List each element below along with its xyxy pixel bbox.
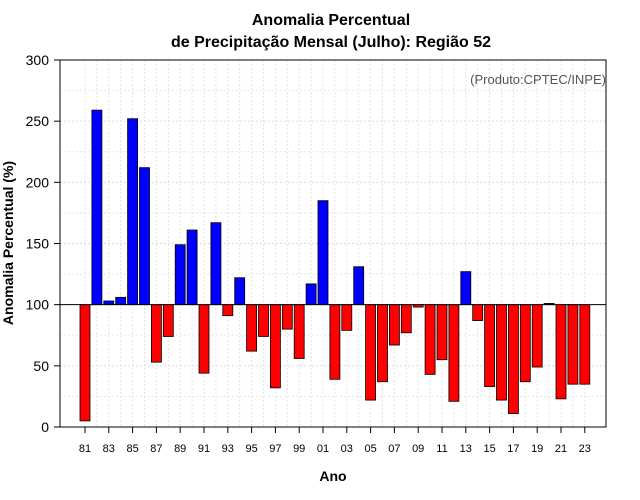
chart-title-line1: Anomalia Percentual [252, 12, 410, 29]
bar-04 [353, 266, 365, 306]
x-tick-label: 89 [174, 443, 186, 455]
x-tick-label: 05 [364, 443, 376, 455]
x-tick-label: 85 [126, 443, 138, 455]
x-tick-label: 21 [555, 443, 567, 455]
bars [79, 109, 591, 422]
x-tick-label: 07 [388, 443, 400, 455]
y-axis: 0 50 100 150 200 250 300 [26, 52, 60, 435]
bar-97 [269, 304, 281, 389]
bar-82 [91, 109, 103, 306]
x-axis: 81 83 85 87 89 91 93 95 97 99 01 03 05 07 09 11 13 15 17 19… [79, 427, 591, 455]
bar-12 [448, 304, 460, 402]
bar-96 [258, 304, 269, 337]
y-tick-label: 200 [26, 174, 50, 190]
source-note: (Produto:CPTEC/INPE) [470, 72, 606, 87]
bar-14 [472, 304, 484, 321]
bar-11 [436, 304, 448, 361]
bar-90 [186, 229, 198, 306]
bar-93 [222, 304, 234, 317]
bar-88 [162, 304, 174, 337]
y-tick-label: 150 [26, 236, 50, 252]
bar-95 [246, 304, 258, 352]
x-tick-label: 03 [341, 443, 353, 455]
bar-10 [424, 304, 436, 375]
bar-99 [293, 304, 305, 359]
bar-16 [496, 304, 507, 401]
bar-19 [531, 304, 543, 368]
bar-23 [579, 304, 591, 385]
bar-07 [388, 304, 400, 346]
bar-18 [519, 304, 531, 383]
bar-83 [103, 300, 115, 306]
bar-02 [329, 304, 341, 380]
bar-22 [567, 304, 579, 385]
x-tick-label: 23 [579, 443, 591, 455]
bar-17 [507, 304, 519, 414]
x-tick-label: 95 [245, 443, 257, 455]
x-tick-label: 83 [103, 443, 115, 455]
x-tick-label: 11 [436, 443, 447, 455]
bar-01 [317, 200, 329, 306]
chart-title-line2: de Precipitação Mensal (Julho): Região 5… [171, 34, 491, 51]
x-tick-label: 99 [293, 443, 305, 455]
y-tick-label: 0 [41, 419, 49, 435]
x-tick-label: 17 [507, 443, 519, 455]
x-tick-label: 13 [460, 443, 472, 455]
x-tick-label: 91 [198, 443, 210, 455]
x-tick-label: 87 [150, 443, 162, 455]
bar-92 [210, 222, 222, 306]
x-tick-label: 93 [222, 443, 234, 455]
x-tick-label: 15 [483, 443, 495, 455]
bar-86 [139, 167, 150, 306]
y-tick-label: 300 [26, 52, 50, 68]
x-axis-title: Ano [319, 468, 346, 484]
bar-91 [198, 304, 210, 374]
x-tick-label: 19 [531, 443, 543, 455]
y-tick-label: 100 [26, 297, 50, 313]
y-tick-label: 250 [26, 113, 50, 129]
bar-06 [377, 304, 388, 383]
bar-03 [341, 304, 353, 331]
bar-00 [305, 283, 317, 306]
y-axis-title: Anomalia Percentual (%) [0, 161, 16, 325]
x-tick-label: 09 [412, 443, 424, 455]
bar-13 [460, 271, 472, 306]
bar-15 [484, 304, 496, 388]
bar-08 [400, 304, 412, 334]
bar-98 [281, 304, 293, 330]
bar-81 [79, 304, 91, 422]
x-tick-label: 97 [269, 443, 281, 455]
x-tick-label: 01 [317, 443, 329, 455]
bar-21 [555, 304, 567, 400]
bar-84 [115, 296, 127, 306]
bar-05 [365, 304, 377, 401]
bar-87 [150, 304, 162, 363]
bar-89 [174, 244, 186, 306]
bar-94 [234, 277, 246, 306]
bar-85 [127, 118, 138, 306]
x-tick-label: 81 [79, 443, 91, 455]
y-tick-label: 50 [33, 358, 49, 374]
